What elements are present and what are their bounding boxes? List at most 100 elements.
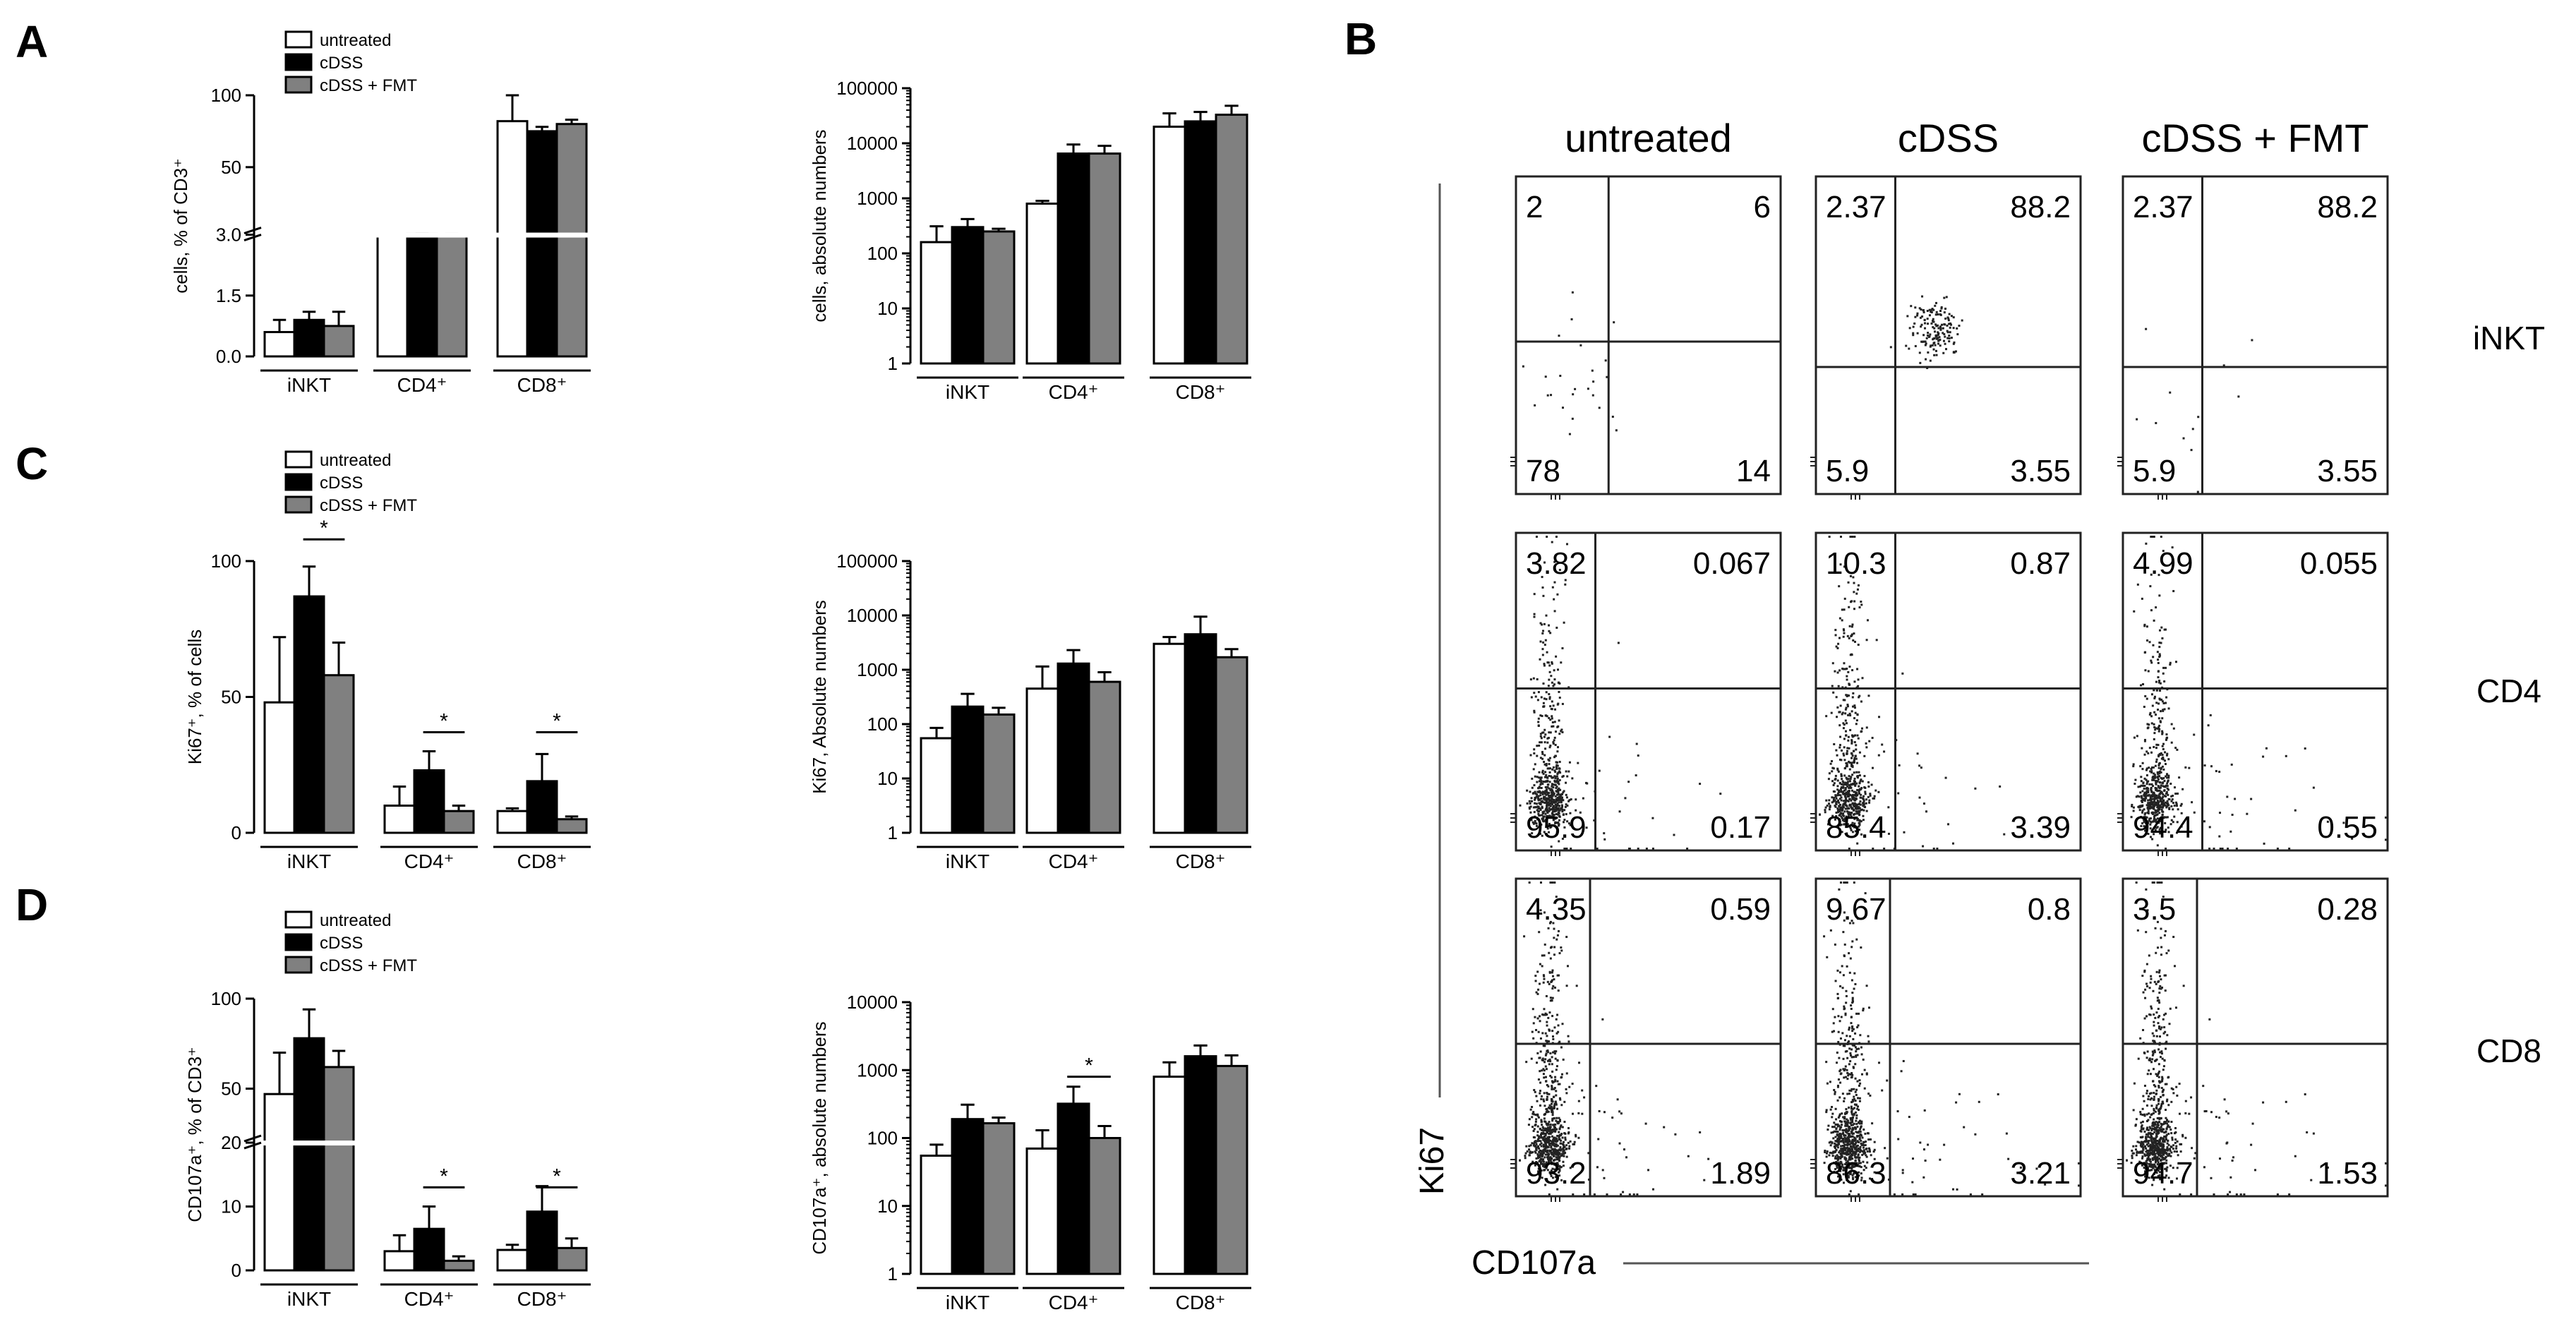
flow-dot bbox=[1848, 848, 1850, 850]
flow-dot bbox=[2144, 997, 2147, 999]
flow-dot bbox=[1846, 1160, 1849, 1162]
flow-dot bbox=[1851, 1153, 1854, 1156]
flow-dot bbox=[1855, 757, 1858, 760]
flow-dot bbox=[1845, 793, 1848, 795]
flow-dot bbox=[1840, 1072, 1843, 1075]
flow-dot bbox=[1870, 783, 1873, 786]
flow-dot bbox=[2162, 793, 2165, 796]
flow-dot bbox=[1543, 977, 1546, 980]
chart-C-absolute-bar bbox=[951, 705, 985, 834]
flow-dot bbox=[1845, 1128, 1848, 1131]
flow-dot bbox=[1858, 824, 1861, 826]
flow-dot bbox=[1837, 1030, 1840, 1033]
flow-dot bbox=[1558, 1117, 1560, 1119]
flow-dot bbox=[1846, 752, 1848, 755]
flow-dot bbox=[1551, 881, 1554, 884]
flow-dot bbox=[2149, 711, 2152, 714]
flow-dot bbox=[2145, 1149, 2148, 1152]
flow-dot bbox=[2152, 1112, 2155, 1114]
flow-dot bbox=[1851, 807, 1854, 810]
flow-dot bbox=[1552, 1148, 1555, 1151]
flow-dot bbox=[1843, 1136, 1846, 1139]
flow-dot bbox=[2234, 798, 2237, 800]
flow-dot bbox=[1569, 1167, 1572, 1169]
flow-dot bbox=[1550, 801, 1553, 804]
flow-dot bbox=[2158, 1001, 2161, 1004]
flow-dot bbox=[1858, 696, 1860, 699]
flow-dot bbox=[1548, 763, 1551, 766]
flow-dot bbox=[1537, 724, 1540, 727]
flow-dot bbox=[1843, 911, 1846, 914]
flow-dot bbox=[2157, 801, 2160, 804]
flow-dot bbox=[2162, 702, 2165, 704]
flow-dot bbox=[1560, 801, 1563, 804]
flow-dot bbox=[1603, 1176, 1606, 1179]
flow-dot bbox=[1838, 790, 1841, 793]
flow-dot bbox=[1556, 1165, 1559, 1167]
flow-dot bbox=[2182, 437, 2185, 440]
legend-d-swatch bbox=[284, 933, 313, 951]
flow-dot bbox=[1850, 946, 1853, 949]
flow-dot bbox=[2167, 758, 2170, 761]
flow-dot bbox=[1556, 974, 1559, 977]
flow-dot bbox=[1831, 770, 1834, 773]
flow-dot bbox=[1561, 810, 1564, 813]
flow-dot bbox=[2160, 1168, 2163, 1171]
flow-dot bbox=[1553, 779, 1556, 782]
flow-dot bbox=[1856, 803, 1859, 806]
flow-dot bbox=[1845, 1161, 1848, 1164]
flow-dot bbox=[2145, 697, 2148, 700]
chart-D-absolute-tick-label: 100 bbox=[867, 1128, 898, 1149]
flow-dot bbox=[2152, 1158, 2155, 1161]
flow-dot bbox=[1841, 619, 1843, 622]
flow-dot bbox=[1858, 1165, 1860, 1167]
flow-dot bbox=[2151, 778, 2154, 781]
flow-dot bbox=[1549, 946, 1552, 949]
flow-dot bbox=[1624, 797, 1627, 800]
flow-dot bbox=[1834, 670, 1836, 673]
flow-dot bbox=[2147, 1095, 2150, 1097]
flow-dot bbox=[1560, 798, 1563, 801]
flow-dot bbox=[1852, 1044, 1855, 1047]
flow-dot bbox=[1548, 951, 1551, 954]
flow-dot bbox=[2161, 745, 2164, 747]
flow-dot bbox=[1860, 727, 1863, 730]
flow-dot bbox=[1539, 792, 1542, 795]
flow-dot bbox=[1834, 634, 1837, 637]
chart-A-percent-tick-label: 0.0 bbox=[216, 346, 241, 367]
flow-dot bbox=[1556, 1144, 1559, 1147]
flow-dot bbox=[2149, 1136, 2152, 1139]
flow-dot bbox=[2137, 1057, 2140, 1060]
flow-dot bbox=[2141, 1141, 2144, 1144]
flow-dot bbox=[2161, 814, 2164, 817]
flow-dot bbox=[2178, 1112, 2181, 1115]
flow-dot bbox=[2153, 689, 2155, 692]
chart-C-absolute-tick-label: 10000 bbox=[847, 605, 898, 626]
flow-dot bbox=[1842, 931, 1845, 934]
flow-dot bbox=[2153, 1013, 2155, 1016]
flow-dot bbox=[1842, 786, 1845, 788]
flow-dot bbox=[1831, 1142, 1834, 1145]
flow-dot bbox=[2145, 1092, 2148, 1095]
flow-dot bbox=[1673, 834, 1675, 836]
flow-dot bbox=[1529, 802, 1531, 805]
flow-dot bbox=[1937, 331, 1939, 334]
flow-dot bbox=[2148, 804, 2151, 807]
flow-dot bbox=[1825, 1111, 1828, 1114]
flow-dot bbox=[1945, 348, 1948, 351]
flow-dot bbox=[1537, 988, 1540, 991]
flow-dot bbox=[1850, 633, 1853, 636]
flow-dot bbox=[1858, 1174, 1860, 1177]
flow-dot bbox=[1856, 819, 1859, 822]
flow-dot bbox=[2167, 826, 2169, 829]
flow-dot bbox=[1848, 1093, 1850, 1095]
flow-dot bbox=[1958, 1093, 1961, 1095]
flow-dot bbox=[1546, 810, 1549, 813]
flow-dot bbox=[2162, 810, 2165, 813]
flow-dot bbox=[1543, 663, 1546, 666]
flow-dot bbox=[1606, 375, 1608, 378]
flow-dot bbox=[1947, 823, 1950, 826]
flow-dot bbox=[1547, 1153, 1550, 1155]
flow-dot bbox=[1940, 306, 1943, 308]
flow-dot bbox=[1854, 1153, 1857, 1155]
